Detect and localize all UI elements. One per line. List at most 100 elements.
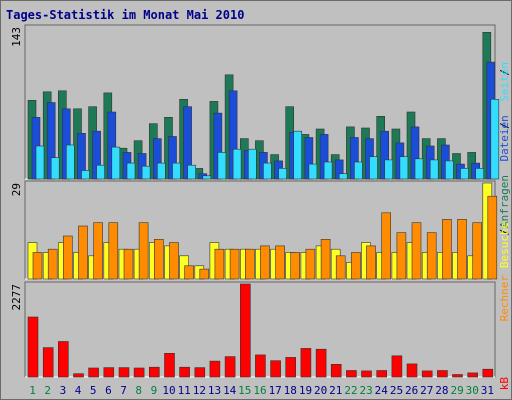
bar-rechner-day-5 [93,222,103,280]
bar-rechner-day-2 [47,248,58,280]
bar-seiten-day-2 [50,157,60,180]
bar-seiten-day-5 [96,164,105,180]
bar-seiten-day-19 [308,163,318,180]
bar-kb-day-11 [179,366,190,378]
bar-seiten-day-3 [66,144,75,180]
bar-rechner-day-11 [184,265,194,280]
bar-kb-day-31 [482,368,494,378]
bar-seiten-day-20 [323,161,333,180]
bar-rechner-day-3 [62,235,73,280]
legend-seiten: Seiten [498,62,511,102]
x-label-day-26: 26 [405,384,418,397]
bar-rechner-day-10 [169,242,179,280]
legend-separator: / [498,122,511,129]
bar-rechner-day-8 [138,222,149,280]
bar-seiten-day-6 [111,146,121,180]
bar-kb-day-16 [255,354,266,378]
x-label-day-4: 4 [75,384,82,397]
bar-rechner-day-28 [442,219,452,280]
bar-kb-day-17 [270,360,281,378]
bar-kb-day-28 [437,370,448,378]
x-label-day-11: 11 [178,384,191,397]
x-label-day-19: 19 [299,384,312,397]
x-label-day-25: 25 [390,384,403,397]
bar-kb-day-13 [209,360,221,378]
bar-seiten-day-8 [141,165,151,180]
bar-rechner-day-30 [472,222,483,280]
bar-rechner-day-31 [487,195,498,280]
legend-dateien: Dateien [498,115,511,161]
x-label-day-21: 21 [329,384,342,397]
bar-kb-day-4 [73,373,84,378]
x-label-day-8: 8 [135,384,142,397]
bar-kb-day-7 [118,367,130,378]
bar-rechner-day-4 [78,225,88,280]
chart-title: Tages-Statistik im Monat Mai 2010 [6,8,245,22]
bar-rechner-day-14 [229,248,240,280]
bar-kb-day-1 [27,316,39,378]
bar-kb-day-18 [285,357,297,378]
bar-seiten-day-1 [35,145,45,180]
x-label-day-31: 31 [481,384,494,397]
x-label-day-22: 22 [344,384,357,397]
bar-kb-day-5 [88,367,99,378]
bar-rechner-day-18 [290,252,301,280]
bar-seiten-day-30 [475,168,485,180]
panel-bottom-ymax-label: 2277 [10,284,23,311]
x-label-day-14: 14 [223,384,237,397]
x-label-day-3: 3 [60,384,67,397]
bar-seiten-day-28 [445,160,454,180]
x-label-day-29: 29 [450,384,463,397]
bar-rechner-day-23 [366,245,376,280]
bar-rechner-day-27 [426,232,437,280]
bar-rechner-day-25 [396,232,407,280]
legend-kb: kB [498,377,511,391]
bar-seiten-day-27 [429,159,439,180]
bar-seiten-day-26 [414,158,424,180]
bar-seiten-day-4 [81,170,90,180]
bar-seiten-day-13 [217,152,227,180]
bar-seiten-day-18 [293,130,303,180]
bar-kb-day-6 [103,367,115,378]
bar-rechner-day-12 [199,268,210,280]
bar-seiten-day-7 [126,162,136,180]
x-label-day-30: 30 [466,384,479,397]
bar-kb-day-25 [391,355,403,378]
bar-seiten-day-10 [172,162,181,180]
x-label-day-18: 18 [284,384,297,397]
x-label-day-2: 2 [44,384,51,397]
bar-rechner-day-1 [32,252,43,280]
bar-kb-day-23 [361,370,372,378]
bar-rechner-day-21 [335,255,346,280]
bar-seiten-day-25 [399,156,409,180]
x-label-day-27: 27 [420,384,433,397]
bar-rechner-day-6 [108,222,119,280]
bar-kb-day-19 [300,348,312,378]
bar-kb-day-20 [315,348,327,378]
bar-kb-day-22 [346,370,357,378]
x-label-day-5: 5 [90,384,97,397]
bar-rechner-day-22 [351,252,361,280]
bar-seiten-day-29 [460,168,469,180]
x-label-day-10: 10 [162,384,175,397]
bar-kb-day-2 [42,347,54,378]
bar-kb-day-8 [133,367,145,378]
panel-top-ymax-label: 143 [10,27,23,47]
bar-kb-day-10 [164,352,175,378]
bar-seiten-day-22 [354,161,363,180]
bar-seiten-day-31 [490,99,500,180]
bar-rechner-day-13 [214,248,225,280]
bar-seiten-day-23 [369,156,378,180]
x-label-day-24: 24 [375,384,389,397]
bar-seiten-day-15 [248,148,257,180]
bar-kb-day-9 [149,366,160,378]
bar-kb-day-26 [406,363,418,378]
bar-kb-day-3 [57,341,69,378]
x-label-day-6: 6 [105,384,112,397]
x-label-day-7: 7 [120,384,127,397]
x-label-day-15: 15 [238,384,251,397]
x-label-day-23: 23 [359,384,372,397]
bar-seiten-day-16 [263,162,272,180]
x-label-day-28: 28 [435,384,448,397]
